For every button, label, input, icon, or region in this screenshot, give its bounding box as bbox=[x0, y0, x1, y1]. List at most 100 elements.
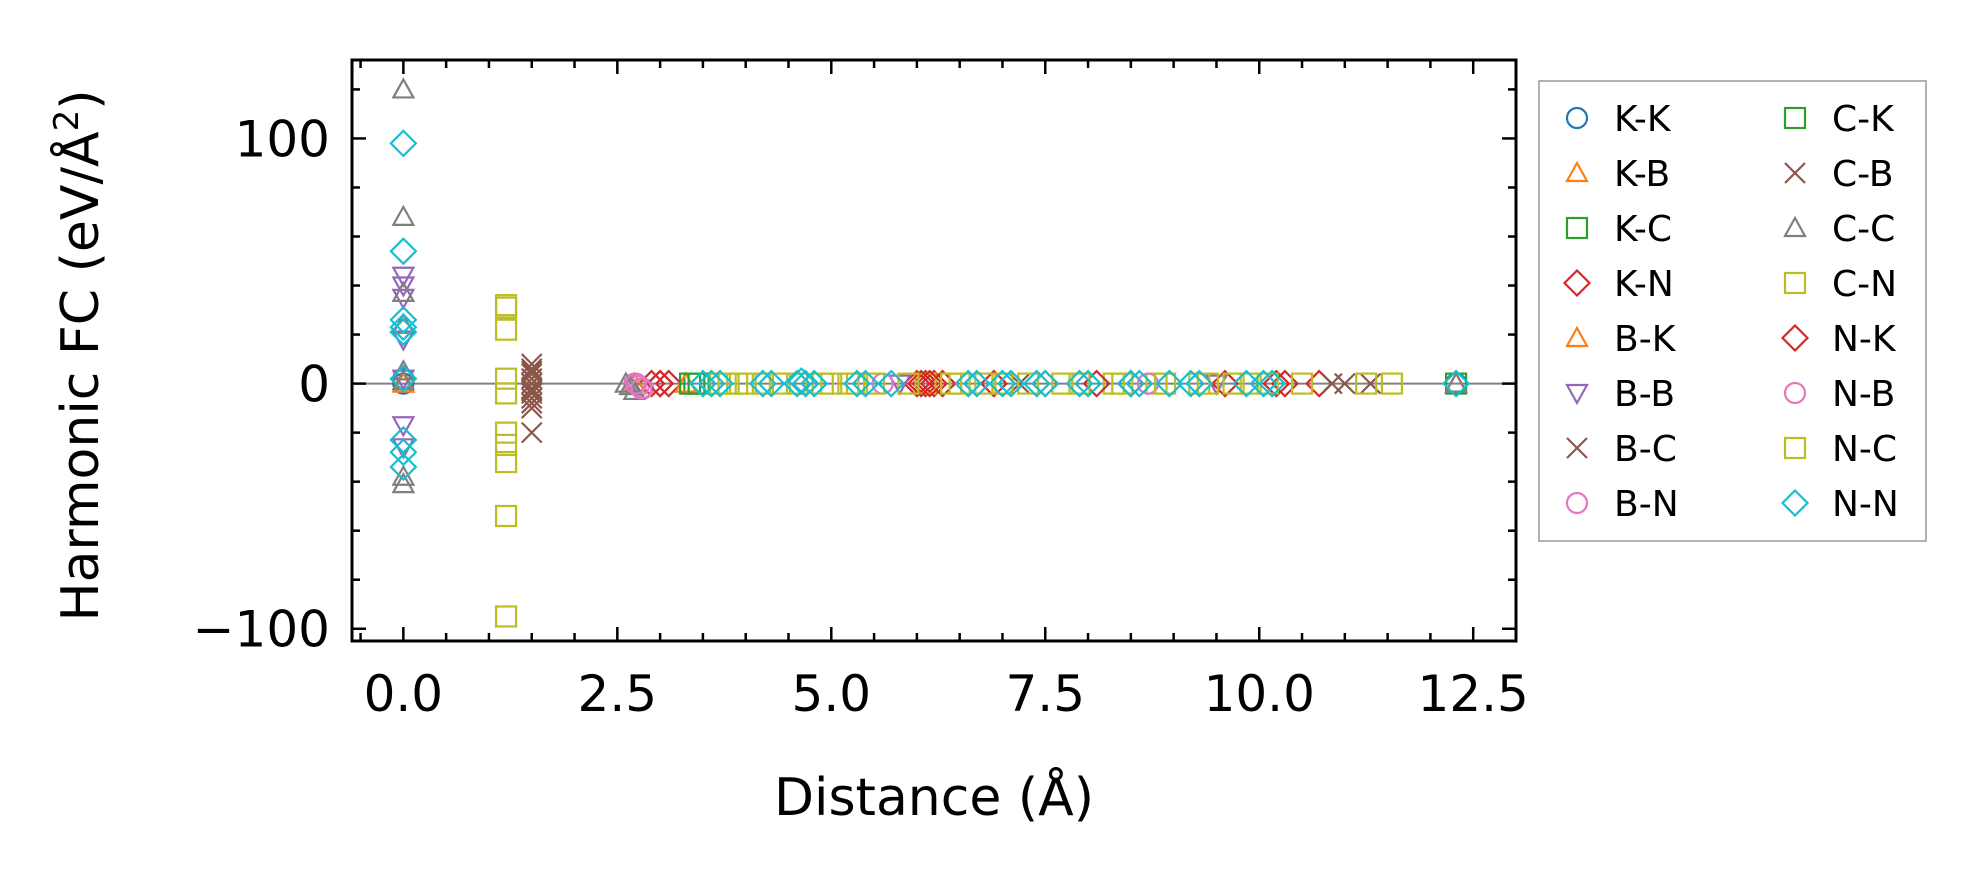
legend-marker bbox=[1565, 383, 1589, 406]
data-point bbox=[991, 372, 1014, 395]
legend-marker bbox=[1783, 381, 1807, 405]
legend-marker bbox=[1783, 106, 1807, 130]
data-point bbox=[494, 450, 518, 474]
y-axis-label-end: ) bbox=[51, 89, 111, 109]
legend-label: C-B bbox=[1832, 154, 1894, 195]
series-n-c bbox=[708, 372, 1314, 395]
data-point bbox=[708, 372, 732, 395]
axis-ticks bbox=[352, 60, 1518, 641]
legend-label: C-C bbox=[1832, 209, 1895, 250]
data-point bbox=[791, 369, 820, 398]
legend-item: C-B bbox=[1784, 154, 1894, 195]
data-point bbox=[877, 369, 906, 398]
data-point bbox=[1031, 369, 1060, 398]
data-point bbox=[919, 369, 949, 398]
data-point bbox=[494, 504, 518, 528]
series-b-c bbox=[520, 353, 1382, 444]
data-point bbox=[391, 368, 416, 391]
data-point bbox=[1068, 372, 1091, 395]
data-point bbox=[974, 372, 997, 395]
data-point bbox=[862, 372, 886, 395]
legend-item: N-B bbox=[1783, 374, 1895, 415]
data-point bbox=[654, 369, 683, 398]
data-point bbox=[391, 77, 416, 99]
plot-frame bbox=[350, 58, 1518, 643]
legend-item: B-C bbox=[1566, 429, 1677, 470]
legend-label: B-N bbox=[1614, 484, 1679, 525]
data-point bbox=[1153, 372, 1177, 395]
legend-label: K-C bbox=[1614, 209, 1672, 250]
legend-label: B-K bbox=[1614, 319, 1677, 360]
data-point bbox=[988, 369, 1017, 398]
data-point bbox=[1155, 369, 1184, 398]
data-point bbox=[996, 369, 1026, 398]
legend-marker bbox=[1565, 325, 1589, 348]
legend-label: B-C bbox=[1614, 429, 1677, 470]
y-tick-label: 0 bbox=[298, 356, 330, 414]
legend-item: B-K bbox=[1565, 319, 1677, 360]
data-point bbox=[726, 372, 749, 395]
data-point bbox=[389, 452, 418, 482]
data-point bbox=[494, 382, 518, 405]
data-point bbox=[494, 421, 518, 444]
data-point bbox=[928, 369, 957, 398]
data-point bbox=[494, 433, 518, 456]
data-point bbox=[1185, 369, 1214, 398]
legend-label: N-N bbox=[1832, 484, 1899, 525]
data-point bbox=[1270, 369, 1299, 398]
y-axis-label: Harmonic FC (eV/Å2) bbox=[47, 89, 111, 621]
data-point bbox=[1444, 371, 1468, 393]
data-point bbox=[389, 425, 418, 455]
legend-item: C-N bbox=[1783, 264, 1897, 305]
data-point bbox=[757, 369, 786, 398]
data-point bbox=[520, 380, 543, 402]
legend-label: N-C bbox=[1832, 429, 1897, 470]
data-point bbox=[389, 313, 418, 342]
y-axis-label-superscript: 2 bbox=[47, 110, 87, 132]
data-point bbox=[494, 296, 518, 319]
data-point bbox=[1262, 369, 1291, 398]
data-point bbox=[625, 372, 648, 395]
data-point bbox=[389, 129, 418, 158]
data-point bbox=[842, 369, 872, 398]
data-point bbox=[494, 605, 518, 628]
data-point bbox=[391, 471, 416, 494]
data-point bbox=[887, 374, 912, 396]
legend-marker bbox=[1562, 268, 1592, 298]
legend-marker bbox=[1783, 436, 1807, 460]
tick-labels: 0.0 2.5 5.0 7.5 10.0 12.5 −100 0 100 bbox=[193, 110, 1529, 723]
data-point bbox=[787, 367, 816, 396]
y-tick-label: −100 bbox=[193, 601, 330, 659]
legend-label: N-B bbox=[1832, 374, 1895, 415]
data-point bbox=[1222, 372, 1245, 395]
x-tick-label: 12.5 bbox=[1418, 665, 1529, 723]
data-point bbox=[1176, 369, 1205, 398]
data-point bbox=[897, 372, 920, 395]
legend-marker bbox=[1780, 488, 1810, 518]
data-point bbox=[1188, 372, 1211, 395]
legend-marker bbox=[1783, 215, 1807, 238]
data-point bbox=[494, 367, 518, 390]
data-point bbox=[1017, 372, 1040, 395]
data-point bbox=[748, 369, 777, 398]
legend-label: B-B bbox=[1614, 374, 1675, 415]
legend-label: N-K bbox=[1832, 319, 1897, 360]
data-point bbox=[705, 369, 735, 398]
data-point bbox=[1249, 369, 1278, 398]
data-point bbox=[954, 369, 983, 398]
legend-item: N-K bbox=[1780, 319, 1897, 360]
data-point bbox=[1380, 372, 1403, 395]
data-point bbox=[389, 237, 418, 266]
legend-marker bbox=[1565, 491, 1589, 515]
data-point bbox=[837, 372, 860, 395]
x-tick-label: 2.5 bbox=[578, 665, 658, 723]
legend-marker bbox=[1565, 160, 1589, 183]
series-b-n bbox=[623, 372, 894, 400]
legend-item: K-B bbox=[1565, 154, 1670, 195]
legend-item: N-N bbox=[1780, 484, 1899, 525]
legend-item: B-B bbox=[1565, 374, 1675, 415]
legend-label: C-N bbox=[1832, 264, 1897, 305]
data-point bbox=[520, 360, 543, 383]
series-c-c bbox=[391, 77, 1468, 494]
